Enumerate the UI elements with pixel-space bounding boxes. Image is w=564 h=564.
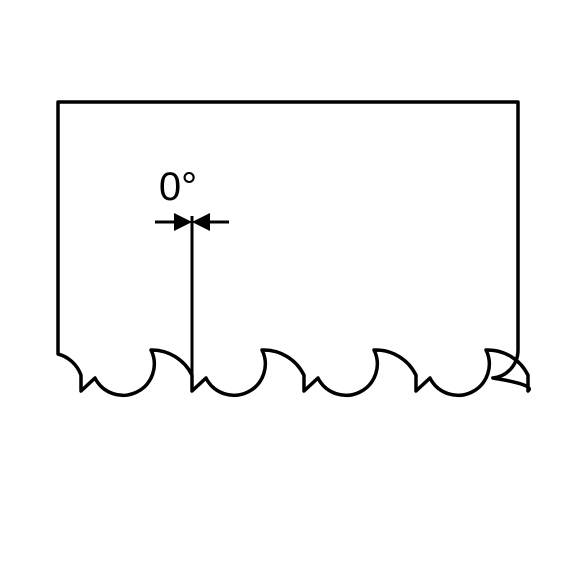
angle-annotation: 0° bbox=[155, 165, 229, 391]
saw-blade-diagram: 0° bbox=[0, 0, 564, 564]
blade-outline bbox=[58, 102, 529, 395]
angle-label: 0° bbox=[159, 165, 197, 209]
angle-arrow-left bbox=[155, 213, 192, 231]
angle-arrow-right bbox=[192, 213, 229, 231]
